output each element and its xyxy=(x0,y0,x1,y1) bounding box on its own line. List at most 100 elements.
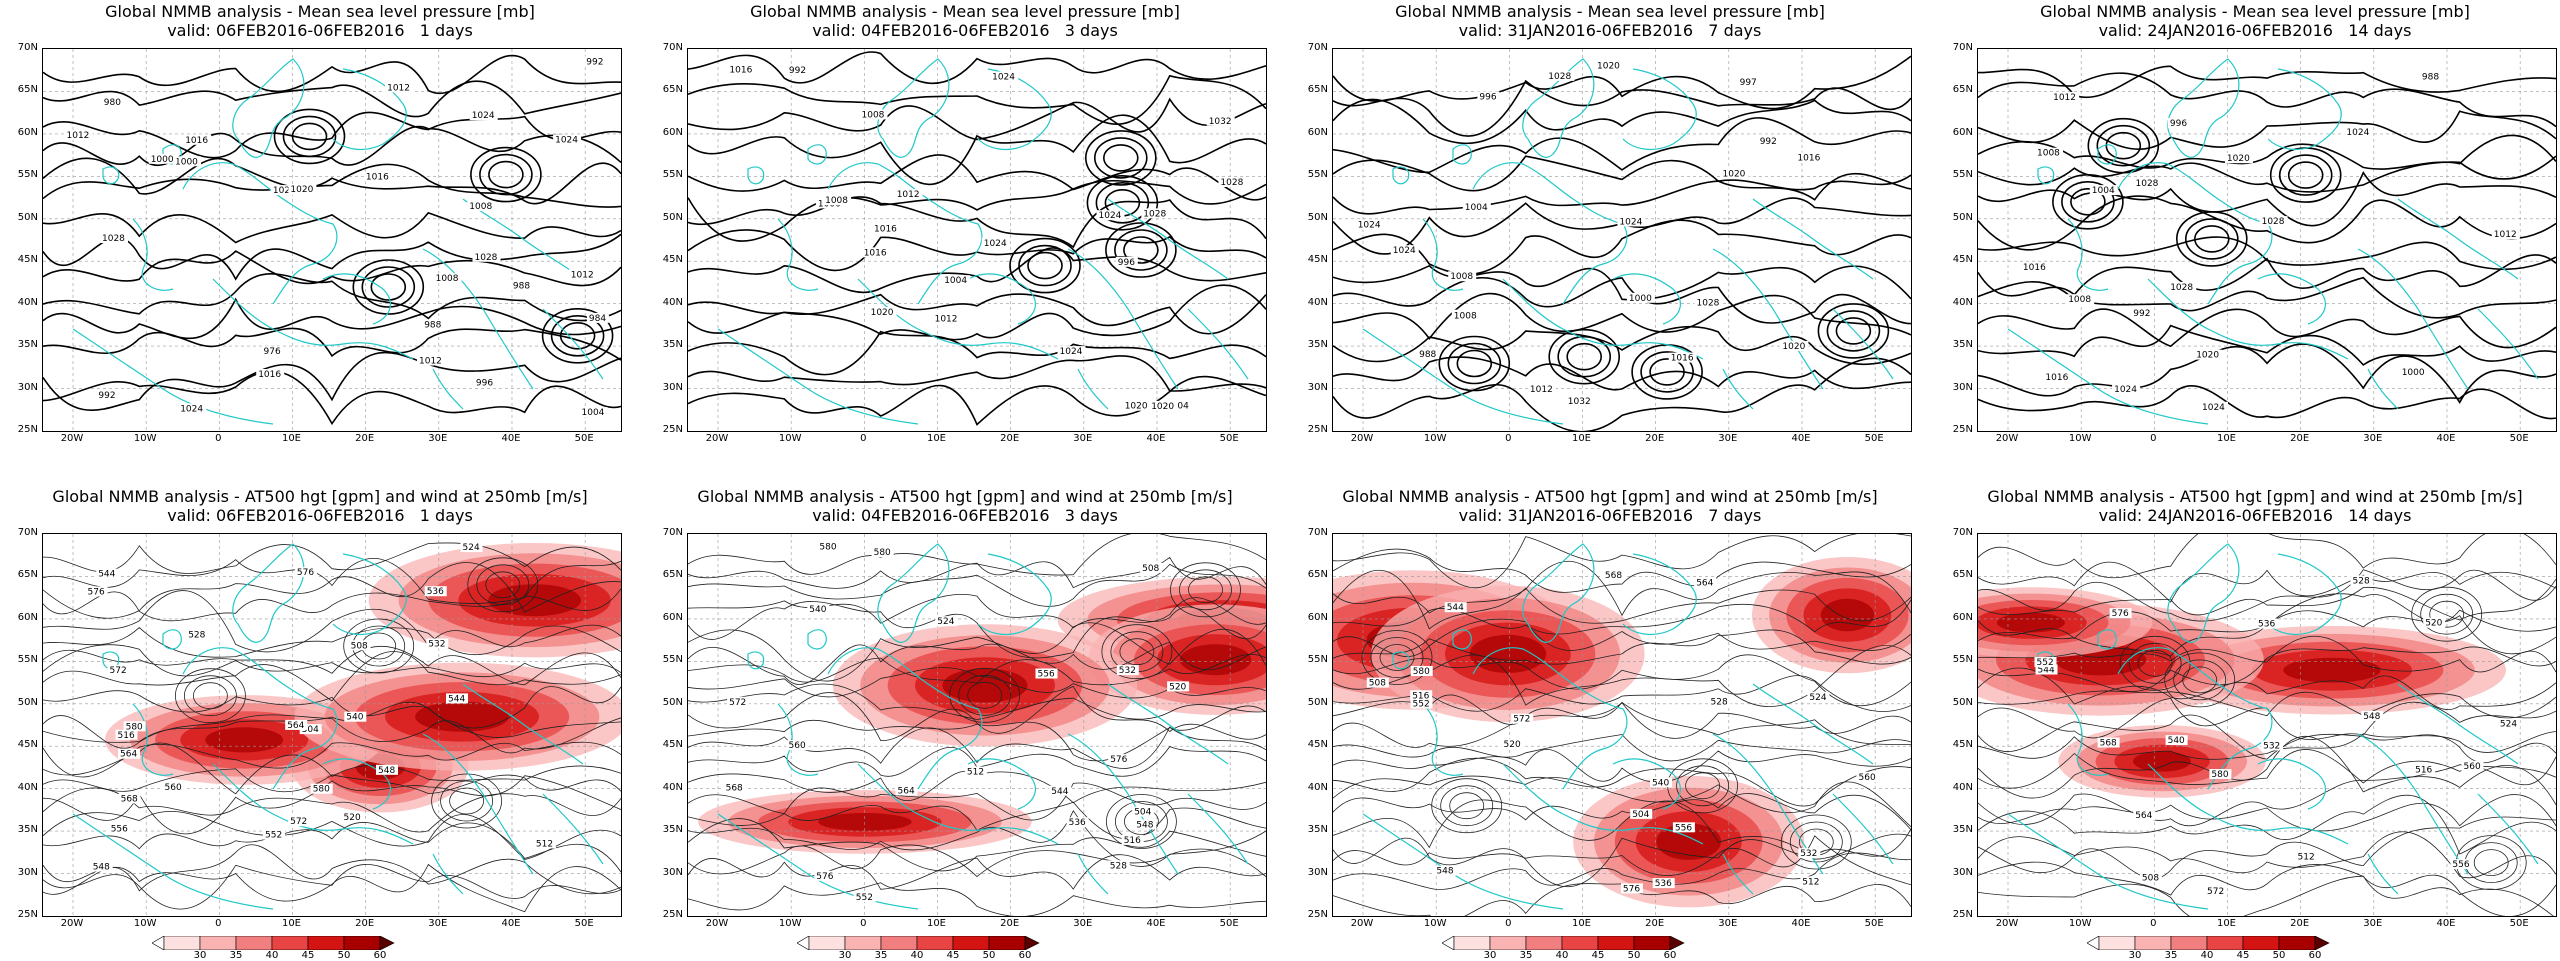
contour-label: 576 xyxy=(816,872,833,882)
latitude-label: 30N xyxy=(17,381,38,393)
map-area: 524 528 532 536 540 544 548 552 556 560 564 568 572 5… xyxy=(687,533,1267,917)
latitude-label: 25N xyxy=(662,424,683,435)
longitude-label: 30E xyxy=(1718,433,1738,444)
colorbar-tick-label: 45 xyxy=(1591,950,1605,961)
latitude-label: 25N xyxy=(662,909,683,920)
latitude-label: 30N xyxy=(662,866,683,878)
latitude-label: 35N xyxy=(662,824,683,836)
longitude-label: 30E xyxy=(2363,918,2383,929)
longitude-label: 20E xyxy=(1000,918,1020,929)
longitude-label: 30E xyxy=(1718,918,1738,929)
longitude-label: 40E xyxy=(1791,433,1811,444)
panel-valid-period: valid: 06FEB2016-06FEB2016 1 days xyxy=(167,506,473,525)
contour-label: 1016 xyxy=(2045,373,2068,383)
contour-label: 544 xyxy=(448,694,465,704)
contour-label: 1016 xyxy=(1671,354,1694,364)
longitude-label: 0 xyxy=(860,433,867,444)
contour-labels: 1004100099299610041008101210161020102410… xyxy=(727,64,1247,412)
contour-label: 980 xyxy=(104,98,121,108)
longitude-label: 10E xyxy=(1571,918,1591,929)
longitude-label: 20W xyxy=(1995,433,2019,444)
latitude-label: 50N xyxy=(1952,211,1973,223)
longitude-label: 40E xyxy=(501,918,521,929)
latitude-label: 40N xyxy=(1307,296,1328,308)
colorbar-tick-label: 40 xyxy=(265,950,279,961)
longitude-label: 20E xyxy=(355,433,375,444)
latitude-label: 35N xyxy=(17,824,38,836)
contour-label: 548 xyxy=(2363,712,2380,722)
contour-label: 1000 xyxy=(151,155,174,165)
contour-label: 1004 xyxy=(1166,402,1189,412)
contour-label: 988 xyxy=(1419,350,1436,360)
contour-label: 508 xyxy=(1142,564,1159,574)
latitude-label: 60N xyxy=(17,126,38,138)
colorbar-tick-label: 50 xyxy=(1627,950,1641,961)
contour-label: 520 xyxy=(344,813,361,823)
contour-label: 1024 xyxy=(2346,128,2369,138)
contour-label: 544 xyxy=(2038,666,2055,676)
latitude-label: 55N xyxy=(17,169,38,181)
latitude-label: 60N xyxy=(17,611,38,623)
latitude-label: 25N xyxy=(1952,909,1973,920)
colorbar-tick-label: 50 xyxy=(337,950,351,961)
contour-label: 1008 xyxy=(825,196,848,206)
colorbar-swatch xyxy=(1597,935,1635,951)
latitude-label: 60N xyxy=(662,126,683,138)
colorbar: 30 35 40 45 50 60 xyxy=(151,935,482,961)
longitude-label: 10E xyxy=(281,918,301,929)
latitude-label: 55N xyxy=(662,654,683,666)
contour-label: 580 xyxy=(874,548,891,558)
contour-label: 544 xyxy=(98,570,115,580)
contour-label: 1012 xyxy=(571,270,594,280)
longitude-label: 30E xyxy=(428,433,448,444)
colorbar-swatch xyxy=(235,935,273,951)
contour-label: 504 xyxy=(302,725,319,735)
latitude-label: 50N xyxy=(17,211,38,223)
contour-label: 1028 xyxy=(2170,283,2193,293)
latitude-label: 60N xyxy=(1307,611,1328,623)
contour-label: 580 xyxy=(1413,667,1430,677)
colorbar-tick-label: 35 xyxy=(874,950,888,961)
longitude-label: 10W xyxy=(133,433,157,444)
contour-label: 1016 xyxy=(1797,153,1820,163)
contour-label: 1016 xyxy=(185,136,208,146)
contour-label: 520 xyxy=(1169,682,1186,692)
latitude-label: 60N xyxy=(1307,126,1328,138)
longitude-label: 10E xyxy=(2216,918,2236,929)
contour-label: 1024 xyxy=(180,404,203,414)
longitude-label: 50E xyxy=(2509,918,2529,929)
contour-label: 512 xyxy=(2298,852,2315,862)
contour-label: 560 xyxy=(1859,773,1876,783)
latitude-label: 65N xyxy=(1952,84,1973,96)
latitude-label: 70N xyxy=(17,42,38,53)
contour-layer xyxy=(43,54,621,426)
longitude-label: 20W xyxy=(705,433,729,444)
latitude-label: 50N xyxy=(1952,696,1973,708)
contour-label: 572 xyxy=(1513,715,1530,725)
contour-label: 1024 xyxy=(1099,211,1122,221)
longitude-label: 20E xyxy=(2290,433,2310,444)
map-area: 524 528 532 536 540 544 548 552 556 560 564 568 572 5… xyxy=(42,533,622,917)
colorbar: 30 35 40 45 50 60 xyxy=(2086,935,2417,961)
contour-labels: 988 997 996 992 1000 1004 1008 1012 1016 1020 1024… xyxy=(1355,60,1824,407)
contour-label: 540 xyxy=(1652,778,1669,788)
contour-label: 992 xyxy=(586,58,603,68)
latitude-label: 70N xyxy=(1307,42,1328,53)
contour-labels: 988 992 996 1000 1004 1008 1012 1016 1020 1024 102… xyxy=(2020,71,2520,413)
contour-label: 564 xyxy=(120,750,137,760)
colorbar-tick-label: 30 xyxy=(1483,950,1497,961)
contour-label: 1020 xyxy=(1723,170,1746,180)
contour-label: 1028 xyxy=(1697,298,1720,308)
longitude-label: 30E xyxy=(428,918,448,929)
contour-label: 556 xyxy=(111,824,128,834)
contour-label: 1024 xyxy=(1060,347,1083,357)
map-area: 516 520 524 528 532 536 540 544 548 552 556 560 564 5… xyxy=(1977,533,2557,917)
latitude-label: 70N xyxy=(1952,527,1973,538)
map-area: 988 997 996 992 1000 1004 1008 1012 1016 1020 1024… xyxy=(1332,48,1912,432)
contour-label: 560 xyxy=(165,783,182,793)
longitude-label: 0 xyxy=(1505,918,1512,929)
colorbar-swatch xyxy=(1453,935,1491,951)
contour-label: 516 xyxy=(2415,765,2432,775)
latitude-label: 40N xyxy=(662,296,683,308)
latitude-label: 40N xyxy=(1952,296,1973,308)
